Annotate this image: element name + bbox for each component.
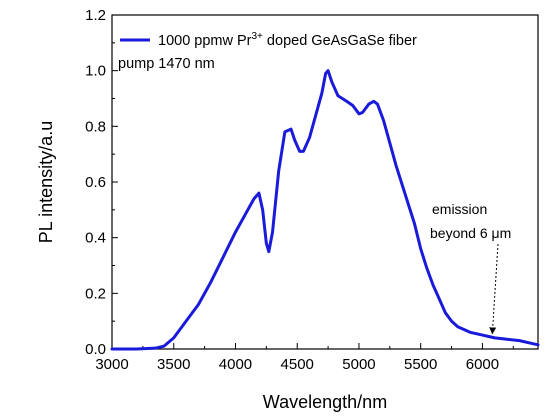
annotation-arrow bbox=[489, 243, 499, 335]
legend-label: 1000 ppmw Pr3+ doped GeAsGaSe fiber bbox=[158, 31, 417, 49]
y-tick-label: 1.2 bbox=[85, 7, 106, 24]
y-tick-label: 0.4 bbox=[85, 230, 106, 247]
x-axis-ticks: 3000 3500 4000 4500 5000 5500 6000 bbox=[95, 343, 514, 373]
y-tick-label: 0.8 bbox=[85, 118, 106, 135]
pl-spectrum-line bbox=[110, 69, 540, 351]
y-tick-label: 0.0 bbox=[85, 341, 106, 358]
y-tick-label: 1.0 bbox=[85, 63, 106, 80]
legend: 1000 ppmw Pr3+ doped GeAsGaSe fiber pump… bbox=[118, 31, 417, 72]
x-tick-label: 5500 bbox=[404, 356, 437, 373]
annotation-line-2: beyond 6 μm bbox=[430, 225, 511, 241]
x-tick-label: 3000 bbox=[95, 356, 128, 373]
x-tick-label: 3500 bbox=[157, 356, 190, 373]
y-tick-label: 0.6 bbox=[85, 174, 106, 191]
pump-wavelength-note: pump 1470 nm bbox=[118, 56, 215, 72]
x-tick-label: 4000 bbox=[219, 356, 252, 373]
y-tick-label: 0.2 bbox=[85, 285, 106, 302]
x-tick-label: 4500 bbox=[281, 356, 314, 373]
x-tick-label: 6000 bbox=[466, 356, 499, 373]
emission-annotation: emission beyond 6 μm bbox=[430, 201, 511, 335]
annotation-line-1: emission bbox=[432, 201, 487, 217]
x-axis-title: Wavelength/nm bbox=[263, 392, 387, 412]
x-tick-label: 5000 bbox=[342, 356, 375, 373]
y-axis-title: PL intensity/a.u bbox=[36, 121, 56, 243]
y-axis-ticks: 0.0 0.2 0.4 0.6 0.8 1.0 1.2 bbox=[85, 7, 118, 358]
